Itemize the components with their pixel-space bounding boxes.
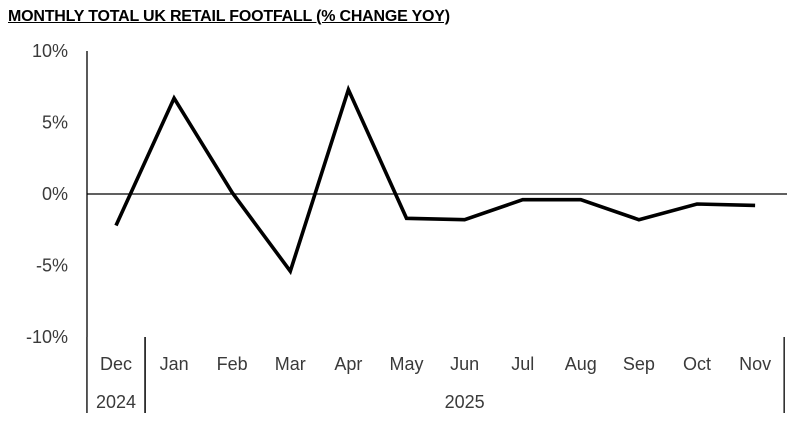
chart-title: MONTHLY TOTAL UK RETAIL FOOTFALL (% CHAN…: [8, 8, 450, 25]
year-group-labels: 2024 2025: [86, 337, 785, 413]
x-tick-label: May: [389, 354, 423, 374]
year-group-label: 2025: [445, 392, 485, 412]
x-tick-label: Jun: [450, 354, 479, 374]
x-tick-labels: Dec Jan Feb Mar Apr May Jun Jul Aug Sep Oct Nov: [100, 354, 771, 374]
x-tick-label: Apr: [334, 354, 362, 374]
y-tick-label: -5%: [36, 256, 68, 276]
y-tick-label: 5%: [42, 113, 68, 133]
x-tick-label: Oct: [683, 354, 711, 374]
x-tick-label: Jan: [160, 354, 189, 374]
y-tick-label: 0%: [42, 184, 68, 204]
x-tick-label: Feb: [217, 354, 248, 374]
year-group-label: 2024: [96, 392, 136, 412]
x-tick-label: Jul: [511, 354, 534, 374]
axes: [86, 51, 787, 337]
y-tick-label: 10%: [32, 41, 68, 61]
x-tick-label: Sep: [623, 354, 655, 374]
x-tick-label: Nov: [739, 354, 771, 374]
series-layer: [114, 84, 756, 276]
x-tick-label: Aug: [565, 354, 597, 374]
x-tick-label: Dec: [100, 354, 132, 374]
y-tick-label: -10%: [26, 327, 68, 347]
series-line: [114, 84, 756, 276]
x-tick-label: Mar: [275, 354, 306, 374]
y-tick-labels: 10% 5% 0% -5% -10%: [26, 41, 68, 347]
